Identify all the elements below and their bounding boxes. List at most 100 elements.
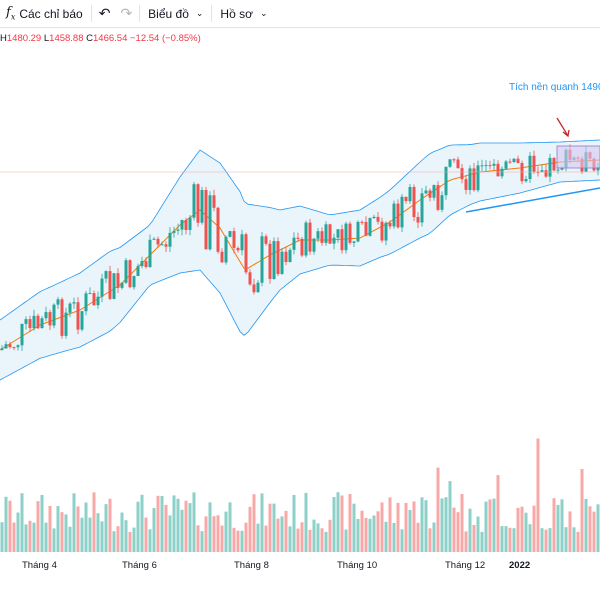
candle-body: [196, 184, 200, 223]
volume-bar: [140, 494, 144, 552]
volume-bar: [548, 528, 552, 552]
candle-body: [100, 278, 104, 297]
candle-body: [424, 190, 428, 194]
candle-body: [108, 271, 112, 299]
close-value: 1466.54: [93, 33, 128, 44]
volume-bar: [332, 497, 336, 552]
volume-bar: [520, 506, 524, 552]
candle-body: [112, 273, 116, 299]
candle-body: [8, 344, 12, 348]
candle-body: [312, 238, 316, 252]
volume-bar: [280, 516, 284, 552]
volume-bar: [272, 503, 276, 552]
candle-body: [120, 282, 124, 288]
volume-bar: [516, 507, 520, 552]
volume-bar: [88, 517, 92, 552]
volume-bar: [404, 503, 408, 552]
volume-bar: [16, 512, 20, 552]
volume-bar: [396, 502, 400, 552]
candle-body: [0, 348, 4, 350]
candle-body: [144, 261, 148, 267]
candle-body: [220, 251, 224, 263]
candle-body: [284, 251, 288, 262]
volume-bar: [76, 506, 80, 552]
toolbar-divider: [211, 5, 213, 22]
volume-bar: [512, 528, 516, 552]
volume-bar: [276, 518, 280, 552]
volume-bar: [124, 520, 128, 552]
volume-bar: [4, 496, 8, 552]
volume-bar: [156, 495, 160, 552]
volume-bar: [416, 522, 420, 552]
candle-body: [400, 196, 404, 228]
x-axis: Tháng 4 Tháng 6 Tháng 8 Tháng 10 Tháng 12 202…: [22, 560, 530, 571]
volume-bar: [28, 520, 32, 552]
volume-bar: [596, 504, 600, 552]
volume-bar: [296, 528, 300, 552]
volume-bar: [444, 497, 448, 552]
profile-dropdown[interactable]: Hồ sơ ⌄: [214, 0, 273, 27]
annotation-arrow: [556, 117, 569, 137]
candle-body: [344, 223, 348, 251]
volume-bar: [552, 498, 556, 552]
candle-body: [76, 302, 80, 330]
upper-band: [0, 139, 600, 321]
top-toolbar: fx Các chỉ báo ↶ ↷ Biểu đồ ⌄ Hồ sơ ⌄: [0, 0, 600, 28]
volume-bar: [364, 517, 368, 552]
volume-bar: [428, 528, 432, 552]
candle-body: [556, 169, 560, 171]
chart-annotation: Tích nền quanh 1490: [509, 82, 600, 93]
volume-bar: [176, 498, 180, 552]
indicators-button[interactable]: fx Các chỉ báo: [0, 0, 89, 27]
volume-bar: [508, 527, 512, 552]
candle-body: [176, 229, 180, 231]
candle-body: [408, 187, 412, 202]
ma-line: [0, 159, 600, 351]
candle-body: [148, 239, 152, 268]
candle-body: [44, 312, 48, 319]
toolbar-divider: [139, 5, 141, 22]
volume-bar: [60, 512, 64, 552]
volume-bar: [484, 501, 488, 552]
volume-bar: [204, 516, 208, 552]
volume-bar: [212, 516, 216, 552]
volume-bar: [556, 504, 560, 552]
volume-bar: [412, 501, 416, 552]
volume-bar: [64, 514, 68, 552]
volume-bar: [184, 500, 188, 552]
candle-body: [204, 190, 208, 250]
volume-bar: [500, 526, 504, 552]
volume-bar: [108, 498, 112, 552]
volume-bar: [496, 475, 500, 552]
candle-body: [216, 207, 220, 252]
candle-body: [332, 237, 336, 244]
volume-bar: [48, 505, 52, 552]
volume-bar: [492, 498, 496, 552]
volume-bar: [560, 499, 564, 552]
candle-body: [48, 312, 52, 326]
chevron-down-icon: ⌄: [195, 8, 204, 18]
drawings: [0, 117, 600, 213]
volume-bar: [100, 521, 104, 552]
volume-bar: [564, 527, 568, 552]
volume-bar: [472, 525, 476, 552]
volume-bar: [80, 517, 84, 552]
volume-bar: [524, 512, 528, 552]
ohlc-legend: H1480.29 L1458.88 C1466.54 −12.54 (−0.85…: [0, 33, 201, 44]
candle-body: [496, 163, 500, 177]
toolbar-divider: [90, 5, 92, 22]
volume-bar: [300, 522, 304, 552]
chart-type-dropdown[interactable]: Biểu đồ ⌄: [142, 0, 209, 27]
candle-body: [72, 302, 76, 304]
candle-body: [240, 234, 244, 251]
candle-body: [540, 170, 544, 173]
candle-body: [480, 165, 484, 167]
candle-body: [20, 323, 24, 346]
undo-icon[interactable]: ↶: [98, 5, 111, 21]
candle-body: [68, 303, 72, 313]
volume-bar: [456, 512, 460, 552]
volume-bar: [72, 493, 76, 552]
candle-body: [84, 293, 88, 312]
redo-icon[interactable]: ↷: [120, 5, 133, 21]
